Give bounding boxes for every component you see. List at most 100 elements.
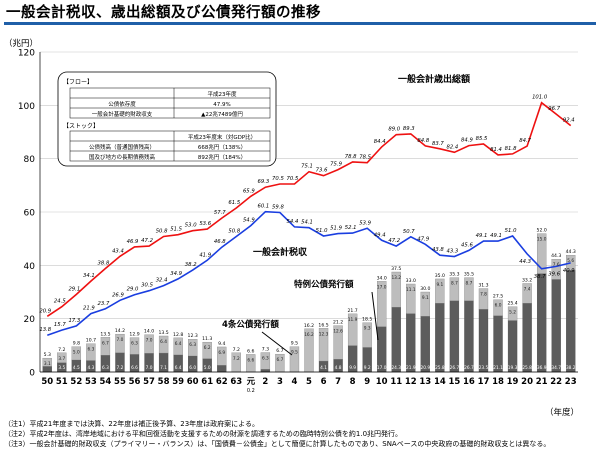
stock-table bbox=[69, 130, 271, 162]
construction-bond-bar bbox=[217, 346, 227, 366]
construction-bond-label: 6.3 bbox=[262, 356, 269, 362]
construction-bond-label: 9.5 bbox=[291, 350, 298, 356]
construction-bond-label: 6.4 bbox=[175, 341, 182, 347]
deficit-bond-label: 38.2 bbox=[566, 365, 576, 371]
expenditure-point-label: 92.4 bbox=[563, 118, 575, 124]
construction-bond-bar bbox=[333, 325, 343, 360]
bond-total-label: 21.7 bbox=[348, 308, 358, 314]
title-underline bbox=[4, 22, 596, 25]
expenditure-point-label: 43.4 bbox=[112, 248, 124, 254]
tax-point-label: 54.1 bbox=[301, 220, 313, 226]
deficit-bond-label: 7.2 bbox=[117, 365, 124, 371]
construction-bond-label: 6.0 bbox=[495, 303, 502, 309]
y-tick-label: 40 bbox=[24, 262, 36, 272]
deficit-bond-label: 26.7 bbox=[450, 365, 460, 371]
tax-point-label: 51.0 bbox=[505, 228, 517, 234]
deficit-bond-label: 4.3 bbox=[87, 365, 94, 371]
construction-bond-bar bbox=[377, 281, 387, 327]
construction-bond-bar bbox=[71, 346, 82, 361]
construction-bond-label: 11.9 bbox=[348, 317, 358, 323]
construction-bond-bar bbox=[566, 255, 576, 271]
construction-bond-label: 8.7 bbox=[466, 281, 473, 287]
deficit-bond-bar bbox=[464, 300, 474, 373]
note-2: （注2）平成2年度は、湾岸地域における平和回復活動を支援するための財源を調達する… bbox=[4, 430, 403, 438]
construction-pointer bbox=[261, 331, 293, 356]
expenditure-annotation: 一般会計歳出総額 bbox=[398, 73, 470, 85]
y-tick-label: 60 bbox=[24, 209, 36, 219]
bond-total-label: 33.0 bbox=[406, 278, 416, 284]
expenditure-point-label: 101.0 bbox=[532, 95, 548, 101]
tax-point-label: 32.4 bbox=[156, 278, 168, 284]
construction-bond-label: 5.2 bbox=[509, 310, 516, 316]
bond-total-label: 14.2 bbox=[115, 328, 125, 334]
tax-point-label: 23.7 bbox=[98, 301, 110, 307]
inset-stock-header: 【ストック】 bbox=[63, 123, 99, 130]
bond-total-label: 44.3 bbox=[566, 249, 576, 255]
tax-point-label: 59.8 bbox=[272, 205, 284, 211]
expenditure-point-label: 83.7 bbox=[432, 141, 444, 147]
bond-total-label: 33.2 bbox=[522, 277, 532, 283]
construction-bond-bar bbox=[100, 337, 111, 356]
y-tick-label: 120 bbox=[18, 49, 35, 59]
tax-point-label: 47.2 bbox=[388, 238, 400, 244]
bond-total-label: 10.7 bbox=[86, 338, 96, 344]
note-1: （注1）平成21年度までは決算、22年度は補正後予算、23年度は政府案による。 bbox=[4, 420, 259, 428]
x-tick-label: 2 bbox=[262, 377, 268, 387]
expenditure-point-label: 70.5 bbox=[272, 176, 284, 182]
bond-total-label: 7.2 bbox=[233, 347, 240, 353]
bond-total-label: 13.5 bbox=[158, 330, 168, 336]
bond-total-label: 44.3 bbox=[551, 253, 561, 259]
tax-point-label: 44.3 bbox=[519, 259, 531, 265]
bond-total-label: 7.2 bbox=[58, 347, 65, 353]
y-tick-label: 0 bbox=[29, 369, 35, 379]
construction-bond-label: 3.7 bbox=[58, 356, 65, 362]
tax-point-label: 46.8 bbox=[214, 239, 226, 245]
expenditure-point-label: 65.9 bbox=[243, 188, 255, 194]
page-title: 一般会計税収、歳出総額及び公債発行額の推移 bbox=[6, 5, 321, 21]
tax-point-label: 40.9 bbox=[563, 268, 575, 274]
x-tick-label: 19 bbox=[507, 377, 519, 387]
x-tick-label: 12 bbox=[405, 377, 417, 387]
expenditure-point-label: 89.3 bbox=[403, 126, 415, 132]
construction-bond-bar bbox=[188, 339, 198, 357]
expenditure-point-label: 57.7 bbox=[214, 210, 226, 216]
expenditure-point-label: 50.8 bbox=[156, 229, 168, 235]
construction-bond-bar bbox=[406, 283, 416, 314]
expenditure-point-label: 96.7 bbox=[548, 106, 560, 112]
deficit-bond-bar bbox=[493, 315, 503, 373]
construction-bond-bar bbox=[129, 337, 140, 355]
construction-bond-label: 9.3 bbox=[364, 326, 371, 332]
deficit-pointer bbox=[371, 291, 379, 341]
deficit-bond-bar bbox=[566, 269, 576, 373]
construction-bond-label: 6.9 bbox=[218, 350, 225, 356]
stock-row-value: 892兆円（184%） bbox=[198, 153, 246, 161]
deficit-bond-label: 25.8 bbox=[522, 365, 532, 371]
bond-total-label: 21.2 bbox=[333, 320, 343, 326]
inset-flow-header: 【フロー】 bbox=[63, 79, 93, 86]
flow-col-header: 平成23年度 bbox=[208, 90, 237, 98]
x-tick-label: 8 bbox=[350, 377, 356, 387]
bond-total-label: 12.9 bbox=[129, 332, 139, 338]
x-tick-label: 59 bbox=[172, 377, 184, 387]
bond-total-label: 12.8 bbox=[173, 332, 183, 338]
deficit-bond-bar bbox=[449, 300, 460, 373]
x-tick-label: 16 bbox=[463, 377, 475, 387]
bond-total-label: 25.4 bbox=[507, 301, 517, 307]
tax-point-label: 53.9 bbox=[359, 220, 371, 226]
x-tick-label: 4 bbox=[291, 377, 297, 387]
bond-total-label: 52.0 bbox=[537, 228, 547, 234]
expenditure-point-label: 75.1 bbox=[301, 164, 313, 170]
bond-total-label: 16.2 bbox=[304, 323, 314, 329]
x-tick-label: 60 bbox=[187, 377, 199, 387]
construction-bond-bar bbox=[158, 335, 169, 354]
construction-bond-label: 12.3 bbox=[319, 331, 329, 337]
construction-bond-label: 6.3 bbox=[189, 342, 196, 348]
deficit-bond-label: 24.3 bbox=[391, 365, 401, 371]
construction-bond-bar bbox=[260, 352, 271, 370]
bond-total-label: 13.5 bbox=[100, 331, 110, 337]
deficit-bond-label: 26.7 bbox=[464, 365, 474, 371]
x-tick-label: 55 bbox=[114, 377, 126, 387]
construction-bond-label: 17.0 bbox=[377, 284, 387, 290]
expenditure-point-label: 61.5 bbox=[228, 200, 240, 206]
construction-bond-label: 6.7 bbox=[102, 340, 109, 346]
